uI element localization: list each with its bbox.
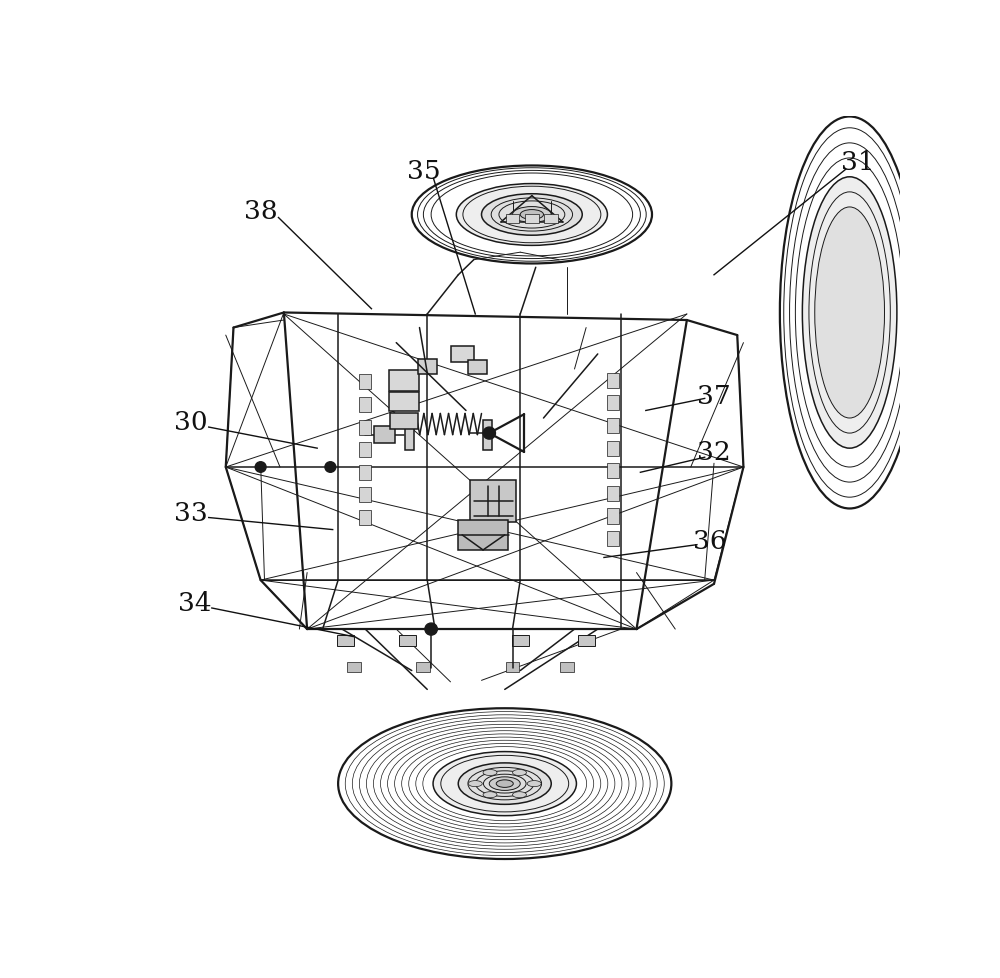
- Circle shape: [425, 623, 437, 636]
- Bar: [506, 662, 519, 672]
- Bar: [458, 520, 508, 551]
- Bar: [607, 509, 619, 524]
- Ellipse shape: [520, 210, 544, 220]
- Bar: [359, 511, 371, 525]
- Bar: [506, 214, 519, 224]
- Ellipse shape: [815, 207, 885, 419]
- Text: 33: 33: [174, 500, 208, 525]
- Ellipse shape: [512, 207, 551, 223]
- Bar: [512, 635, 529, 646]
- Bar: [525, 214, 539, 224]
- Text: 32: 32: [697, 440, 731, 465]
- Text: 37: 37: [697, 383, 731, 409]
- Ellipse shape: [456, 185, 607, 246]
- Bar: [359, 421, 371, 435]
- Ellipse shape: [458, 763, 551, 805]
- Bar: [468, 361, 487, 375]
- Ellipse shape: [338, 708, 671, 859]
- Bar: [544, 214, 558, 224]
- Bar: [607, 441, 619, 456]
- Bar: [389, 392, 419, 412]
- Text: 30: 30: [174, 410, 208, 435]
- Bar: [416, 662, 430, 672]
- Bar: [389, 371, 419, 391]
- Bar: [607, 374, 619, 388]
- Text: 31: 31: [841, 150, 874, 175]
- Text: 36: 36: [693, 528, 727, 554]
- Bar: [607, 464, 619, 479]
- Bar: [450, 346, 474, 363]
- Bar: [560, 662, 574, 672]
- Ellipse shape: [802, 178, 897, 449]
- Bar: [470, 481, 516, 522]
- Bar: [399, 635, 416, 646]
- Bar: [418, 360, 437, 375]
- Text: 35: 35: [407, 159, 440, 184]
- Bar: [359, 375, 371, 390]
- Ellipse shape: [483, 792, 497, 798]
- Bar: [578, 635, 595, 646]
- Bar: [347, 662, 361, 672]
- Text: 38: 38: [244, 199, 277, 224]
- Bar: [607, 396, 619, 411]
- Bar: [359, 488, 371, 503]
- Bar: [607, 532, 619, 547]
- Ellipse shape: [527, 780, 541, 787]
- Bar: [607, 419, 619, 433]
- Ellipse shape: [468, 780, 482, 787]
- Bar: [374, 426, 395, 443]
- Ellipse shape: [512, 770, 526, 776]
- Bar: [359, 443, 371, 458]
- Ellipse shape: [496, 780, 513, 787]
- Ellipse shape: [412, 166, 652, 264]
- Bar: [337, 635, 354, 646]
- Ellipse shape: [780, 117, 919, 509]
- Ellipse shape: [482, 195, 582, 236]
- Bar: [607, 486, 619, 502]
- Ellipse shape: [512, 792, 526, 798]
- Text: 34: 34: [178, 591, 212, 615]
- Bar: [405, 421, 414, 450]
- Ellipse shape: [433, 752, 576, 816]
- Bar: [359, 466, 371, 480]
- Bar: [483, 421, 492, 450]
- Circle shape: [325, 463, 336, 472]
- Ellipse shape: [489, 778, 520, 790]
- Bar: [390, 414, 418, 430]
- Bar: [359, 397, 371, 413]
- Circle shape: [255, 463, 266, 472]
- Circle shape: [483, 427, 495, 440]
- Ellipse shape: [483, 770, 497, 776]
